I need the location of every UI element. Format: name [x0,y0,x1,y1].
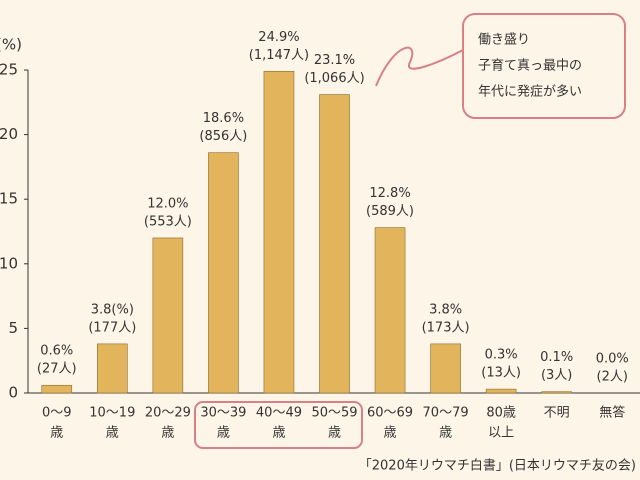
x-tick-label: 80歳 [486,406,516,421]
x-tick-label: 不明 [544,406,570,421]
source: 「2020年リウマチ白書」(日本リウマチ友の会) [359,458,636,474]
value-label: 0.1% [540,350,573,365]
callout-text: 年代に発症が多い [478,84,582,100]
value-label: 0.6% [40,344,73,359]
y-tick-label: 25 [0,61,18,79]
bar [41,384,73,394]
x-tick-label: 20〜29 [145,406,191,421]
y-tick-label: 10 [0,254,18,272]
bar [541,391,572,394]
x-tick-label: 以上 [488,426,514,441]
value-label: 3.8% [429,302,462,317]
bar [374,227,406,394]
value-label: 12.0% [147,196,188,211]
value-label: 24.9% [258,30,299,45]
y-axis-unit: (%) [0,36,22,54]
value-label: 12.8% [369,186,410,201]
count-label: (173人) [422,320,470,335]
x-tick-label: 歳 [384,426,397,441]
value-label: 0.0% [596,352,629,367]
y-tick-label: 5 [8,319,18,337]
x-tick-label: 歳 [217,426,230,441]
value-label: 18.6% [203,111,244,126]
callout-text: 働き盛り [478,33,530,48]
count-label: (27人) [37,362,77,377]
count-label: (2人) [597,370,628,385]
value-label: 0.3% [485,348,518,363]
x-tick-label: 0〜9 [42,406,72,421]
bar [208,152,239,394]
bar [97,343,128,394]
x-tick-label: 歳 [106,426,119,441]
bar [485,388,517,394]
callout-text: 子育て真っ最中の [478,58,582,74]
count-label: (1,147人) [249,48,309,63]
count-label: (856人) [199,129,247,144]
y-tick-label: 20 [0,125,18,143]
x-tick-label: 30〜39 [200,406,246,421]
value-label: 23.1% [314,53,355,68]
count-label: (553人) [144,214,192,229]
count-label: (177人) [88,320,136,335]
x-tick-label: 60〜69 [367,406,413,421]
y-tick-label: 0 [8,384,18,402]
count-label: (13人) [481,366,521,381]
bar [152,237,184,394]
x-tick-label: 歳 [272,426,285,441]
callout-box [462,13,626,119]
x-tick-label: 歳 [50,426,63,441]
x-tick-label: 50〜59 [311,406,357,421]
x-tick-label: 歳 [161,426,174,441]
count-label: (589人) [366,204,414,219]
x-tick-label: 歳 [328,426,341,441]
y-tick-label: 15 [0,190,18,208]
x-tick-label: 無答 [599,405,625,421]
x-tick-label: 10〜19 [89,406,135,421]
x-tick-label: 歳 [439,426,452,441]
bar [263,70,295,394]
highlight-box [194,401,363,449]
callout-line [375,46,464,87]
x-tick-label: 70〜79 [423,406,469,421]
bar [430,343,461,394]
x-tick-label: 40〜49 [256,406,302,421]
value-label: 3.8(%) [91,302,134,317]
count-label: (1,066人) [304,71,364,86]
count-label: (3人) [541,368,572,383]
bar [319,94,350,394]
